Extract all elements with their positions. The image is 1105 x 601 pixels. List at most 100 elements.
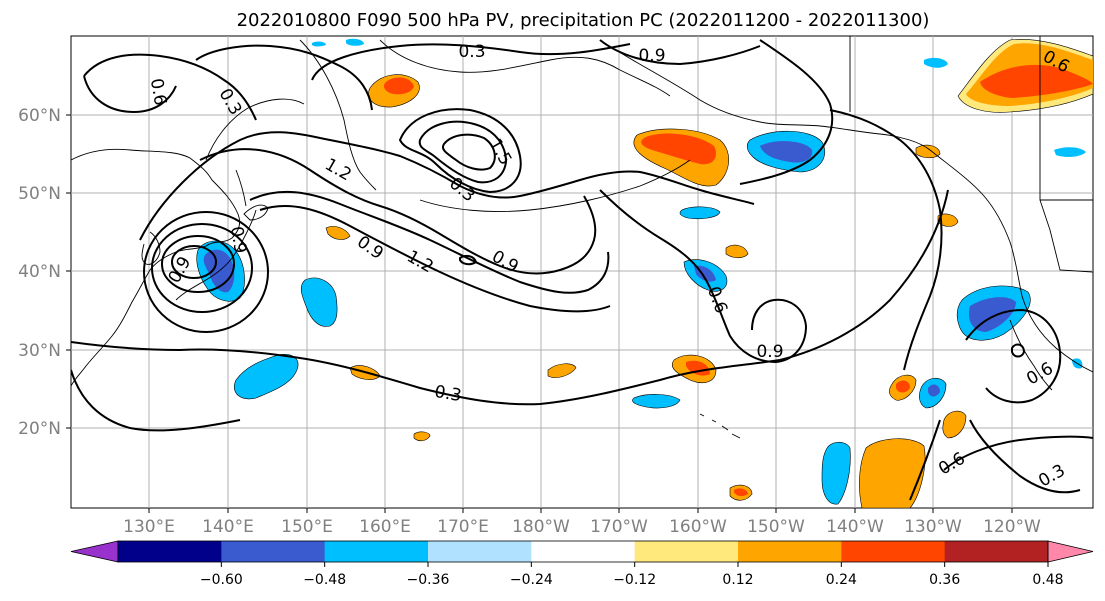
precip-positive-patch — [942, 410, 967, 439]
latitude-tick-labels: 60°N 50°N 40°N 30°N 20°N — [18, 106, 71, 439]
precip-positive-core — [641, 133, 717, 165]
contour-label: 0.9 — [756, 342, 783, 362]
lat-tick-label: 20°N — [18, 419, 61, 439]
precip-negative-patch — [821, 441, 851, 505]
colorbar-tick-label: −0.48 — [303, 572, 346, 588]
pv-contour — [151, 223, 253, 313]
pv-contour — [171, 245, 217, 279]
pv-contour — [311, 43, 631, 81]
precip-negative-patch — [234, 354, 299, 400]
colorbar-tick-label: −0.12 — [613, 572, 656, 588]
pv-contour — [969, 419, 1081, 494]
lon-tick-label: 130°W — [904, 517, 962, 537]
lon-tick-label: 160°E — [359, 517, 411, 537]
precip-positive-patch — [859, 438, 926, 508]
lon-tick-label: 170°W — [590, 517, 648, 537]
coastline-sakhalin — [235, 169, 247, 207]
colorbar-tick-label: 0.36 — [929, 572, 960, 588]
lon-tick-label: 120°W — [983, 517, 1041, 537]
lon-tick-label: 140°W — [826, 517, 884, 537]
coastline-baja — [1009, 319, 1053, 391]
precip-positive-core — [383, 77, 414, 95]
coastlines — [71, 36, 1093, 439]
pv-contour — [259, 205, 611, 313]
precip-negative-patch — [924, 57, 948, 68]
precip-positive-patch — [325, 226, 351, 240]
pv-contour — [739, 39, 834, 185]
coastline-siberia — [379, 39, 671, 97]
coastline-japan-honshu — [175, 209, 257, 301]
lon-tick-label: 180°W — [512, 517, 570, 537]
coastline-alaska — [599, 39, 931, 151]
lon-tick-label: 130°E — [123, 517, 175, 537]
colorbar-segment — [944, 541, 1049, 562]
coastline-north-america — [929, 149, 1093, 373]
coastline-okhotsk — [205, 98, 305, 161]
coastline-asia — [71, 148, 241, 387]
precip-negative-patch — [632, 394, 681, 409]
pv-contour — [599, 39, 761, 66]
pv-contour — [139, 131, 755, 241]
contour-label: 0.9 — [226, 225, 250, 255]
pv-contour — [1011, 343, 1026, 358]
colorbar-segment — [118, 541, 222, 562]
figure-title: 2022010800 F090 500 hPa PV, precipitatio… — [237, 10, 930, 31]
pv-contour — [249, 190, 610, 294]
country-border — [849, 36, 1093, 273]
pv-contour — [71, 369, 241, 432]
colorbar-segment — [634, 541, 739, 562]
colorbar-tick-label: −0.60 — [200, 572, 243, 588]
colorbar-segment — [428, 541, 532, 562]
colorbar-tick-label: −0.36 — [407, 572, 450, 588]
contour-label: 0.9 — [638, 46, 665, 66]
colorbar-segment — [841, 541, 946, 562]
lon-tick-label: 140°E — [202, 517, 254, 537]
pv-contour — [143, 211, 269, 333]
lon-tick-label: 150°W — [747, 517, 805, 537]
pv-contour — [442, 133, 496, 171]
precipitation-shading — [196, 38, 1093, 508]
pv-contour — [599, 189, 808, 364]
precip-positive-patch — [547, 363, 577, 378]
pv-contour — [909, 419, 941, 501]
colorbar-extend-min — [70, 540, 119, 563]
lat-tick-label: 40°N — [18, 262, 61, 282]
precip-positive-patch — [915, 144, 941, 159]
colorbar-tick-label: 0.48 — [1032, 572, 1063, 588]
precip-negative-core — [928, 384, 940, 397]
colorbar-tick-label: 0.24 — [826, 572, 857, 588]
precip-positive-core — [734, 488, 748, 497]
colorbar-frame — [117, 540, 1049, 563]
colorbar-segment — [738, 541, 842, 562]
lon-tick-label: 170°E — [437, 517, 489, 537]
precip-positive-patch — [413, 431, 431, 442]
colorbar-extend-max — [1047, 540, 1094, 563]
pv-contour — [418, 120, 508, 184]
pv-contour — [459, 254, 478, 266]
pv-contour — [83, 75, 177, 114]
lat-tick-label: 60°N — [18, 106, 61, 126]
precip-negative-patch — [346, 38, 364, 46]
pv-contour — [965, 308, 1062, 404]
coastline-korea — [141, 231, 161, 265]
pv-contours — [71, 39, 1093, 501]
pv-contour — [195, 44, 373, 111]
pv-contour — [161, 235, 235, 293]
lat-tick-label: 50°N — [18, 184, 61, 204]
map-panel: 0.3 0.90.30.61.21.50.30.9 1.2 0.90.60.90.30… — [70, 35, 1094, 509]
precip-negative-core — [760, 141, 813, 163]
pv-contour — [71, 189, 949, 406]
pv-contour — [83, 53, 257, 121]
contour-label: 0.3 — [458, 42, 485, 62]
pv-contour — [199, 148, 597, 275]
coastline-kamchatka — [299, 39, 377, 191]
precip-positive-core — [980, 64, 1093, 98]
precip-positive-patch — [725, 244, 749, 259]
pv-contour — [398, 108, 522, 194]
colorbar-tick-label: −0.24 — [510, 572, 553, 588]
contour-label: 0.3 — [433, 382, 463, 406]
longitude-tick-labels: 130°E 140°E 150°E 160°E 170°E 180°W 170°W 160°W… — [123, 508, 1041, 537]
coastline-hawaii — [699, 413, 741, 439]
precip-negative-patch — [312, 41, 326, 47]
colorbar: −0.60 −0.48 −0.36 −0.24 −0.12 0.12 0.24 0.36 0.4… — [70, 540, 1094, 588]
